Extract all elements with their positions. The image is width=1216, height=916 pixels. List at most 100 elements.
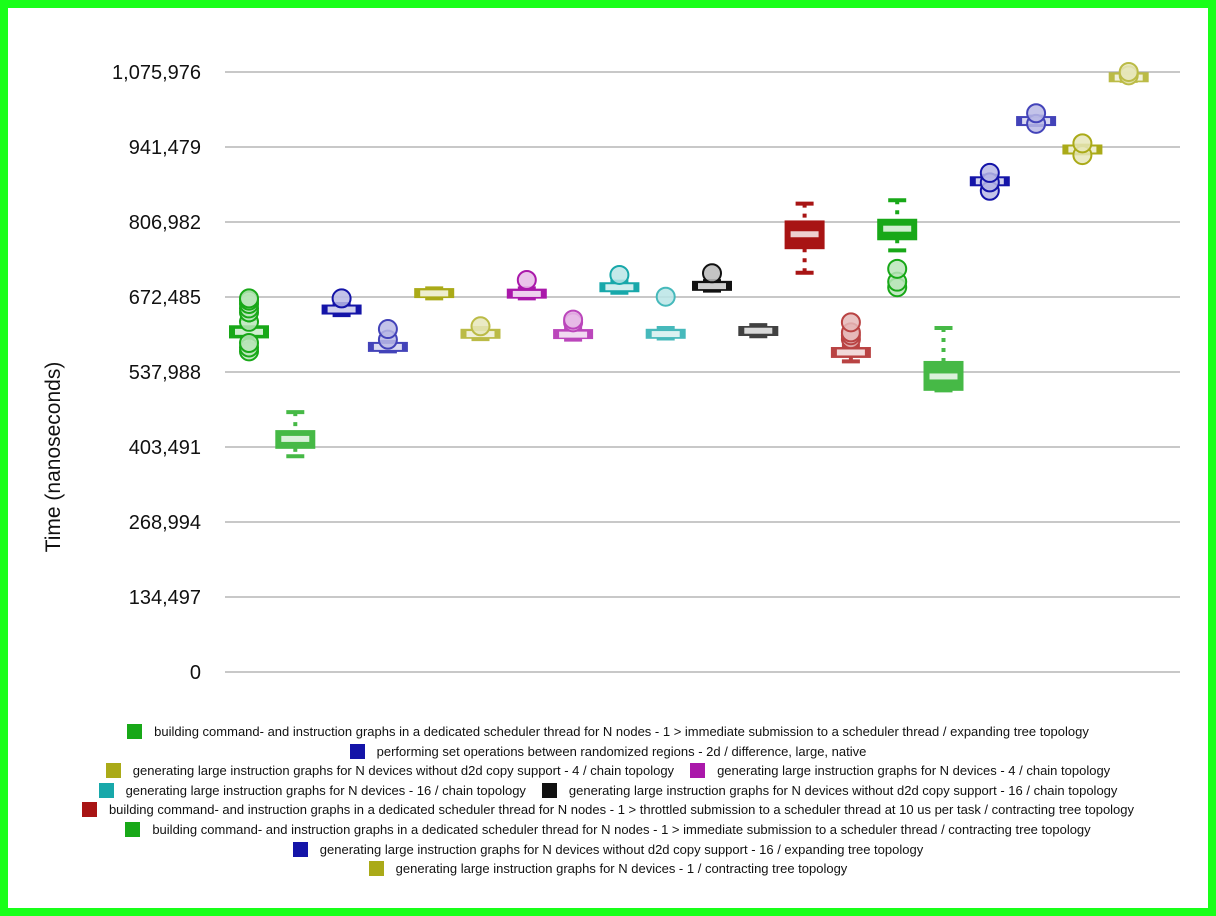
y-axis-ticks: 0 134,497 268,994 403,491 537,988 672,485 806,… <box>112 62 201 684</box>
box-plot <box>1108 61 1149 86</box>
legend-label: building command- and instruction graphs… <box>154 724 1089 739</box>
box-plot <box>229 288 269 362</box>
outlier-point <box>516 269 537 290</box>
outlier-point <box>655 286 676 307</box>
legend-swatch <box>125 821 141 837</box>
legend-swatch <box>368 861 384 877</box>
box-plot <box>1016 103 1057 134</box>
box-plot <box>830 312 871 364</box>
legend-swatch <box>292 841 308 857</box>
box-plot <box>877 198 918 298</box>
legend-row: performing set operations between random… <box>8 742 1208 762</box>
box-plot <box>599 264 640 295</box>
outlier-point <box>840 312 861 333</box>
box-plot <box>275 410 316 459</box>
y-tick-label: 134,497 <box>129 587 201 609</box>
legend-entry: building command- and instruction graphs… <box>81 800 1135 820</box>
outlier-point <box>1072 133 1093 154</box>
box-median <box>235 328 263 335</box>
outlier-point <box>331 288 352 309</box>
box-plot <box>367 319 408 354</box>
outlier-point <box>1026 103 1047 124</box>
outlier-point <box>979 162 1000 183</box>
legend-entry: generating large instruction graphs for … <box>98 781 526 801</box>
legend-label: generating large instruction graphs for … <box>568 782 1118 798</box>
legend-row: generating large instruction graphs for … <box>8 781 1208 801</box>
legend-entry: generating large instruction graphs for … <box>368 859 848 879</box>
outlier-point <box>563 309 584 330</box>
outlier-point <box>702 263 722 284</box>
legend-label: building command- and instruction graphs… <box>108 802 1135 818</box>
legend-label: generating large instruction graphs for … <box>319 841 924 857</box>
legend-entry: building command- and instruction graphs… <box>125 820 1091 840</box>
legend-row: generating large instruction graphs for … <box>8 840 1208 860</box>
outlier-point <box>239 332 259 353</box>
legend-entry: generating large instruction graphs for … <box>105 761 675 781</box>
box-plot <box>738 323 779 339</box>
outlier-point <box>609 264 630 285</box>
y-tick-label: 1,075,976 <box>112 62 201 84</box>
legend-entry: generating large instruction graphs for … <box>292 840 924 860</box>
box-median <box>512 290 541 297</box>
legend-label: generating large instruction graphs for … <box>717 763 1111 779</box>
outlier-point <box>887 258 908 279</box>
legend-row: building command- and instruction graphs… <box>8 820 1208 840</box>
box-median <box>420 290 449 297</box>
y-tick-label: 537,988 <box>129 362 201 384</box>
box-plot <box>1062 133 1103 166</box>
legend-entry: generating large instruction graphs for … <box>690 761 1110 781</box>
outlier-point <box>1118 61 1139 82</box>
box-plot <box>645 286 686 341</box>
box-plot <box>553 309 594 342</box>
legend-swatch <box>81 802 97 818</box>
legend-swatch <box>105 763 121 779</box>
box-median <box>605 284 634 291</box>
box-plot <box>923 325 964 393</box>
legend-swatch <box>127 724 143 739</box>
grid-lines <box>225 71 1180 673</box>
box-median <box>883 225 912 232</box>
y-axis-label: Time (nanoseconds) <box>42 362 65 553</box>
legend-label: generating large instruction graphs for … <box>395 861 848 877</box>
box-plot <box>506 269 547 301</box>
box-median <box>559 331 588 338</box>
legend-label: generating large instruction graphs for … <box>132 763 675 779</box>
legend-row: building command- and instruction graphs… <box>8 722 1208 742</box>
box-median <box>327 306 356 313</box>
legend-label: generating large instruction graphs for … <box>125 782 526 798</box>
outlier-point <box>377 319 398 340</box>
box-plot <box>692 263 732 293</box>
box-median <box>929 373 958 380</box>
box-median <box>744 327 773 334</box>
legend: building command- and instruction graphs… <box>8 722 1208 879</box>
legend-entry: generating large instruction graphs for … <box>541 781 1118 801</box>
box-median <box>836 349 865 356</box>
outlier-point <box>470 316 491 337</box>
legend-row: generating large instruction graphs for … <box>8 859 1208 879</box>
legend-swatch <box>541 782 557 798</box>
legend-swatch <box>98 782 114 798</box>
legend-entry: performing set operations between random… <box>349 742 867 762</box>
legend-row: building command- and instruction graphs… <box>8 800 1208 820</box>
y-tick-label: 268,994 <box>129 512 201 534</box>
box-median <box>651 331 680 338</box>
box-plot <box>969 162 1010 201</box>
y-tick-label: 941,479 <box>129 137 201 159</box>
legend-label: performing set operations between random… <box>376 743 867 759</box>
box-plot <box>414 286 455 301</box>
outlier-point <box>239 288 259 309</box>
box-median <box>281 435 310 442</box>
box-plot-series <box>229 61 1149 459</box>
y-tick-label: 403,491 <box>129 437 201 459</box>
box-plot <box>460 316 501 342</box>
y-tick-label: 0 <box>190 662 201 684</box>
box-plot <box>321 288 362 318</box>
y-tick-label: 806,982 <box>129 212 201 234</box>
y-tick-label: 672,485 <box>129 287 201 309</box>
legend-swatch <box>349 743 365 759</box>
legend-swatch <box>690 763 706 779</box>
box-median <box>790 231 819 238</box>
legend-row: generating large instruction graphs for … <box>8 761 1208 781</box>
